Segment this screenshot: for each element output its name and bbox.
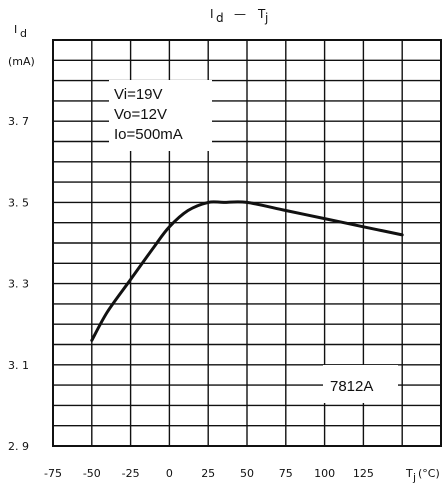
y-tick-label: 3. 7 xyxy=(8,115,29,128)
x-tick-label: 0 xyxy=(166,467,173,480)
x-tick-label: 125 xyxy=(353,467,374,480)
x-tick-labels: -75 -50 -25 0 25 50 75 100 125 xyxy=(44,467,374,480)
chart-title: I d — T j xyxy=(210,7,268,25)
conditions-box xyxy=(109,80,212,151)
svg-text:—: — xyxy=(234,7,246,21)
x-tick-label: -50 xyxy=(83,467,101,480)
condition-vo: Vo=12V xyxy=(114,106,167,123)
y-tick-label: 3. 1 xyxy=(8,359,29,372)
x-tick-label: 50 xyxy=(240,467,254,480)
svg-text:I: I xyxy=(210,7,214,21)
x-tick-label: -75 xyxy=(44,467,62,480)
svg-text:T: T xyxy=(405,467,413,480)
x-tick-label: 100 xyxy=(314,467,335,480)
y-tick-label: 3. 3 xyxy=(8,278,29,291)
plot-frame xyxy=(52,39,442,447)
condition-vi: Vi=19V xyxy=(114,86,163,103)
y-tick-labels: 2. 9 3. 1 3. 3 3. 5 3. 7 xyxy=(8,115,29,453)
x-tick-label: -25 xyxy=(122,467,140,480)
conditions-annotation: Vi=19V Vo=12V Io=500mA xyxy=(114,86,183,143)
series-line xyxy=(90,200,404,342)
x-tick-label: 75 xyxy=(279,467,293,480)
grid xyxy=(52,39,442,447)
svg-text:j: j xyxy=(412,471,416,484)
x-tick-label: 25 xyxy=(201,467,215,480)
svg-text:j: j xyxy=(264,11,268,25)
y-tick-label: 3. 5 xyxy=(8,196,29,209)
model-box xyxy=(323,365,398,403)
model-label: 7812A xyxy=(330,378,373,395)
y-axis-label: I d (mA) xyxy=(8,23,35,68)
svg-text:d: d xyxy=(20,27,27,40)
y-tick-label: 2. 9 xyxy=(8,440,29,453)
svg-text:T: T xyxy=(257,7,266,21)
x-axis-label: T j (°C) xyxy=(405,467,440,484)
condition-io: Io=500mA xyxy=(114,126,183,143)
svg-text:(mA): (mA) xyxy=(8,55,35,68)
svg-text:I: I xyxy=(14,23,17,36)
series xyxy=(90,200,404,342)
svg-text:d: d xyxy=(216,11,224,25)
svg-text:(°C): (°C) xyxy=(418,467,440,480)
